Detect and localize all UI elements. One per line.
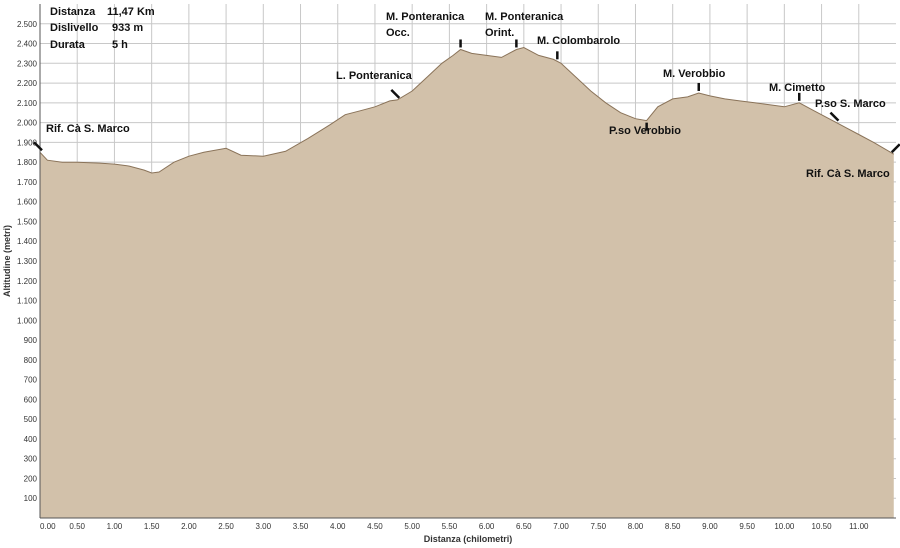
x-tick-label: 7.00 (553, 522, 569, 531)
x-tick-label: 0.50 (69, 522, 85, 531)
annotation-marker (890, 143, 900, 154)
annotation-label: M. Colombarolo (537, 35, 620, 47)
annotation-label: M. Cimetto (769, 82, 826, 94)
y-tick-label: 2.400 (17, 40, 38, 49)
x-axis-title: Distanza (chilometri) (424, 534, 513, 544)
annotation-label: Rif. Cà S. Marco (806, 168, 890, 180)
y-tick-label: 1.900 (17, 138, 38, 147)
x-tick-label: 5.50 (442, 522, 458, 531)
annotation: M. Colombarolo (537, 35, 620, 60)
annotation: P.so S. Marco (815, 98, 886, 122)
annotation: M. Cimetto (769, 82, 826, 101)
y-axis-title: Altitudine (metri) (2, 225, 12, 297)
axes (39, 4, 896, 519)
elevation-label: Dislivello (50, 22, 99, 34)
duration-label: Durata (50, 39, 86, 51)
x-tick-labels: 0.00 0.50 1.00 1.50 2.00 2.50 3.00 3.50 4.00 4.50… (40, 522, 869, 531)
annotation-label: P.so S. Marco (815, 98, 886, 110)
annotation: M. Ponteranica Occ. (386, 11, 465, 48)
y-tick-label: 800 (24, 356, 38, 365)
annotation-marker (33, 141, 43, 152)
x-tick-label: 3.00 (256, 522, 272, 531)
annotation-marker (829, 111, 840, 122)
x-tick-label: 11.00 (849, 522, 869, 531)
x-tick-label: 0.00 (40, 522, 56, 531)
annotation: L. Ponteranica (336, 70, 413, 99)
annotation-label: Rif. Cà S. Marco (46, 123, 130, 135)
y-tick-label: 1.200 (17, 277, 38, 286)
elevation-value: 933 m (112, 22, 143, 34)
annotation: M. Ponteranica Orint. (485, 11, 564, 48)
x-tick-label: 1.50 (144, 522, 160, 531)
x-tick-label: 2.50 (218, 522, 234, 531)
elevation-fill (40, 47, 894, 518)
y-tick-label: 1.600 (17, 198, 38, 207)
x-tick-label: 3.50 (293, 522, 309, 531)
info-box: Distanza 11,47 Km Dislivello 933 m Durat… (50, 6, 155, 51)
annotation-label: M. Verobbio (663, 68, 726, 80)
y-tick-label: 100 (24, 494, 38, 503)
elevation-line (39, 46, 895, 174)
x-tick-label: 4.50 (367, 522, 383, 531)
y-tick-label: 1.700 (17, 178, 38, 187)
y-tick-label: 1.100 (17, 297, 38, 306)
x-tick-label: 8.00 (628, 522, 644, 531)
annotation: Rif. Cà S. Marco (806, 143, 900, 180)
x-tick-label: 5.00 (404, 522, 420, 531)
x-tick-label: 10.00 (774, 522, 795, 531)
y-tick-label: 900 (24, 336, 38, 345)
y-tick-label: 700 (24, 376, 38, 385)
annotation: P.so Verobbio (609, 122, 681, 137)
x-tick-label: 1.00 (107, 522, 123, 531)
y-tick-label: 1.000 (17, 316, 38, 325)
x-tick-label: 7.50 (590, 522, 606, 531)
x-tick-label: 9.50 (739, 522, 755, 531)
x-tick-label: 6.00 (479, 522, 495, 531)
y-tick-label: 2.300 (17, 59, 38, 68)
y-tick-label: 500 (24, 415, 38, 424)
x-tick-label: 10.50 (812, 522, 833, 531)
annotation-marker (390, 88, 401, 99)
y-tick-label: 600 (24, 395, 38, 404)
annotations: Rif. Cà S. Marco L. Ponteranica M. Pontera… (33, 11, 900, 180)
y-tick-label: 2.200 (17, 79, 38, 88)
x-tick-label: 9.00 (702, 522, 718, 531)
distance-label: Distanza (50, 6, 96, 18)
y-tick-label: 1.300 (17, 257, 38, 266)
duration-value: 5 h (112, 39, 128, 51)
annotation-label: M. Ponteranica (386, 11, 465, 23)
y-tick-label: 1.400 (17, 237, 38, 246)
y-tick-label: 200 (24, 474, 38, 483)
y-tick-label: 2.500 (17, 20, 38, 29)
annotation-label: L. Ponteranica (336, 70, 413, 82)
y-tick-label: 400 (24, 435, 38, 444)
annotation: M. Verobbio (663, 68, 726, 91)
annotation-label-line2: Occ. (386, 27, 410, 39)
x-tick-label: 6.50 (516, 522, 532, 531)
y-tick-label: 2.100 (17, 99, 38, 108)
y-tick-label: 300 (24, 455, 38, 464)
x-tick-label: 2.00 (181, 522, 197, 531)
x-tick-label: 8.50 (665, 522, 681, 531)
y-tick-labels: 100 200 300 400 500 600 700 800 900 1.000 1.100 1.2… (17, 20, 38, 503)
distance-value: 11,47 Km (107, 6, 155, 18)
y-tick-label: 1.800 (17, 158, 38, 167)
y-tick-label: 2.000 (17, 119, 38, 128)
annotation-label: P.so Verobbio (609, 125, 681, 137)
elevation-area (39, 46, 895, 518)
x-tick-label: 4.00 (330, 522, 346, 531)
annotation-label: M. Ponteranica (485, 11, 564, 23)
annotation-label-line2: Orint. (485, 27, 514, 39)
y-tick-label: 1.500 (17, 217, 38, 226)
annotation: Rif. Cà S. Marco (33, 123, 130, 152)
